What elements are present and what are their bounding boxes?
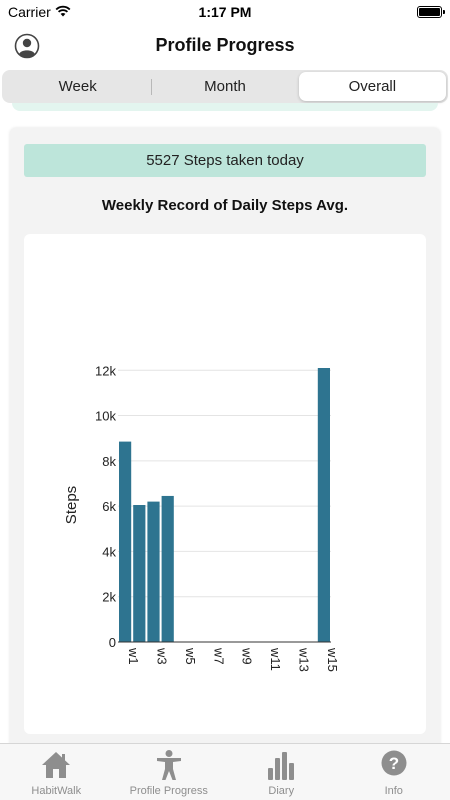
- bar-chart-icon: [268, 752, 295, 780]
- x-tick-label: w11: [268, 647, 283, 671]
- segment-week-label: Week: [58, 78, 97, 95]
- bar-w1: [119, 441, 132, 642]
- x-tick-label: w5: [183, 647, 198, 665]
- nav-header: Profile Progress: [0, 24, 450, 68]
- segment-week[interactable]: Week: [4, 72, 151, 101]
- bar-w4: [161, 495, 174, 642]
- x-tick-label: w15: [325, 647, 340, 672]
- tab-bar: HabitWalk Profile Progress Diary ? Info: [0, 743, 450, 800]
- carrier-label: Carrier: [8, 4, 51, 20]
- bar-w3: [147, 501, 160, 642]
- y-tick-label: 4k: [102, 544, 116, 559]
- tab-info[interactable]: ? Info: [338, 744, 450, 800]
- home-icon: [42, 752, 71, 778]
- bar-w15: [317, 368, 330, 642]
- progress-card: 5527 Steps taken today Weekly Record of …: [10, 128, 440, 768]
- y-tick-label: 10k: [95, 409, 116, 424]
- x-tick-label: w3: [155, 647, 170, 665]
- status-time: 1:17 PM: [198, 4, 252, 20]
- y-tick-label: 8k: [102, 454, 116, 469]
- profile-avatar-icon[interactable]: [14, 33, 40, 59]
- battery-icon: [417, 6, 445, 18]
- steps-today-banner: 5527 Steps taken today: [24, 144, 426, 177]
- chart-container: 0 2k 4k 6k 8k 10k 12k w1 w3 w5 w7 w9 w11 w13 w15 Steps: [24, 234, 426, 734]
- chart-title: Weekly Record of Daily Steps Avg.: [101, 197, 349, 214]
- y-tick-label: 2k: [102, 590, 116, 605]
- x-tick-label: w7: [211, 647, 226, 665]
- x-tick-label: w1: [126, 647, 141, 665]
- tab-profile-progress-label: Profile Progress: [129, 785, 208, 797]
- steps-bar-chart: 0 2k 4k 6k 8k 10k 12k w1 w3 w5 w7 w9 w11 w13 w15 Steps: [63, 363, 340, 672]
- page-title: Profile Progress: [155, 35, 295, 55]
- tab-diary[interactable]: Diary: [225, 744, 338, 800]
- person-icon: [156, 750, 181, 780]
- segment-month[interactable]: Month: [151, 72, 298, 101]
- segment-overall-label: Overall: [348, 78, 397, 95]
- status-bar: Carrier 1:17 PM: [0, 0, 450, 24]
- wifi-icon: [55, 4, 71, 22]
- y-tick-label: 6k: [102, 499, 116, 514]
- tab-habitwalk[interactable]: HabitWalk: [0, 744, 113, 800]
- tab-profile-progress[interactable]: Profile Progress: [113, 744, 226, 800]
- bar-w2: [133, 505, 146, 642]
- question-icon: ?: [381, 750, 407, 776]
- y-tick-label: 0: [109, 635, 116, 650]
- segment-underlay: [12, 103, 438, 111]
- tab-habitwalk-label: HabitWalk: [31, 785, 82, 797]
- y-tick-label: 12k: [95, 363, 116, 378]
- x-tick-label: w9: [240, 647, 255, 665]
- period-segmented-control: Week Month Overall: [2, 70, 448, 103]
- y-axis-title: Steps: [63, 486, 80, 524]
- segment-overall[interactable]: Overall: [298, 72, 446, 101]
- tab-info-label: Info: [384, 785, 403, 797]
- x-tick-label: w13: [297, 647, 312, 672]
- svg-text:?: ?: [389, 754, 399, 773]
- segment-month-label: Month: [204, 78, 246, 95]
- tab-diary-label: Diary: [268, 785, 295, 797]
